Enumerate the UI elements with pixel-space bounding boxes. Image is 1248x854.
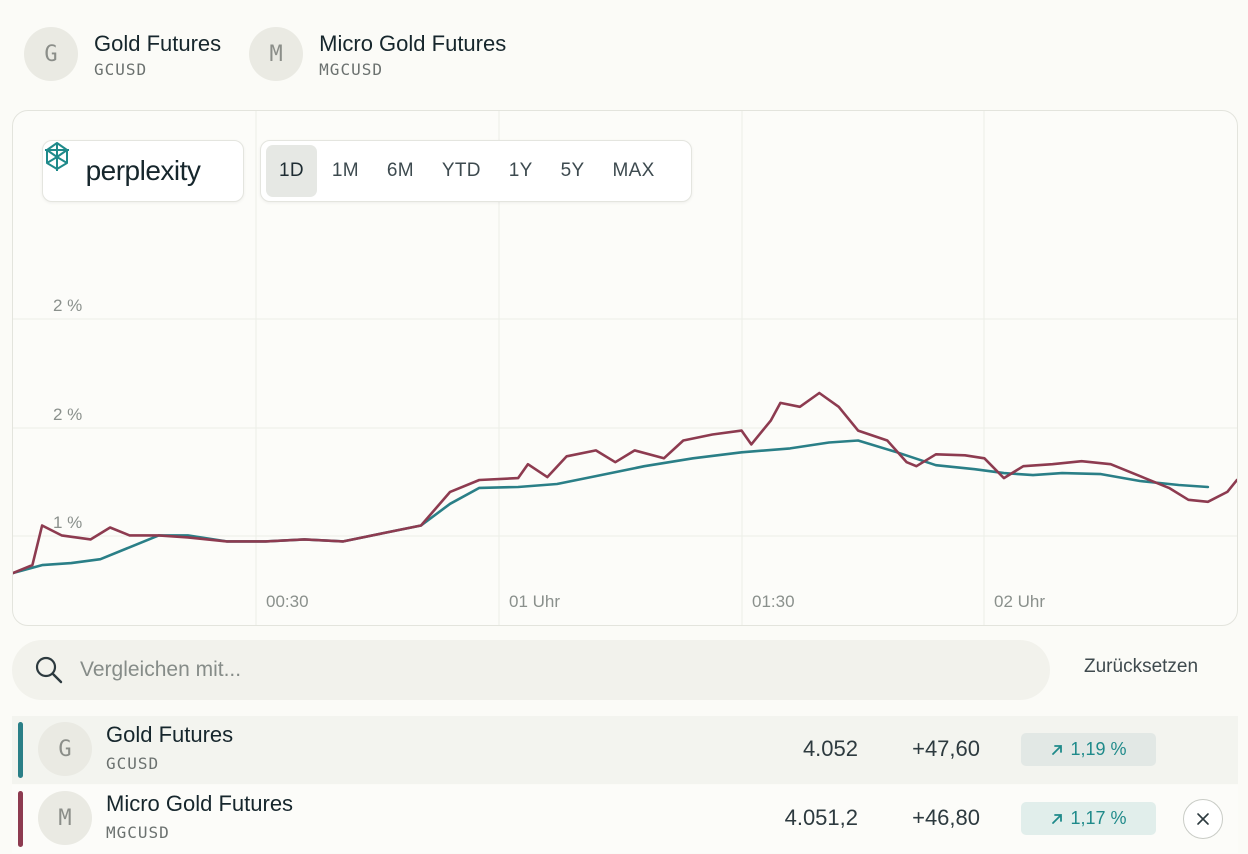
avatar: G (24, 27, 78, 81)
instrument-name: Gold Futures (94, 30, 222, 56)
avatar: M (249, 27, 304, 81)
avatar: M (38, 791, 92, 845)
instrument-name: Gold Futures (106, 722, 234, 747)
percent-change-badge: 1,19 % (1021, 733, 1156, 766)
reset-button[interactable]: Zurücksetzen (1084, 656, 1199, 677)
range-button-1y[interactable]: 1Y (508, 160, 533, 181)
compare-search (12, 640, 1050, 700)
chart-card: 2 % 2 % 1 % 00:30 01 Uhr 01:30 02 Uhr perplexi… (12, 110, 1238, 626)
change-value: +46,80 (912, 805, 980, 830)
arrow-up-right-icon (1052, 744, 1063, 755)
range-button-max[interactable]: MAX (612, 160, 655, 181)
instrument-symbol: MGCUSD (106, 823, 170, 842)
perplexity-logo-icon (45, 142, 69, 171)
arrow-up-right-icon (1052, 813, 1063, 824)
perplexity-logo: perplexity (42, 140, 244, 202)
series-line (13, 391, 1237, 575)
price-chart[interactable]: 2 % 2 % 1 % 00:30 01 Uhr 01:30 02 Uhr (13, 111, 1238, 626)
range-button-5y[interactable]: 5Y (560, 160, 585, 181)
x-tick-label: 01:30 (752, 592, 795, 611)
price-value: 4.051,2 (784, 805, 858, 830)
y-tick-label: 2 % (53, 296, 82, 315)
range-button-1d[interactable]: 1D (266, 145, 317, 197)
table-row[interactable]: G Gold Futures GCUSD 4.052 +47,60 1,19 % (12, 716, 1238, 784)
instrument-symbol: GCUSD (106, 754, 160, 773)
instrument-header: G Gold Futures GCUSD M Micro Gold Future… (24, 26, 506, 82)
close-icon (1197, 813, 1209, 825)
series-color-indicator (18, 722, 23, 778)
percent-change-text: 1,19 % (1070, 739, 1127, 759)
logo-text: perplexity (85, 155, 201, 186)
range-button-6m[interactable]: 6M (386, 160, 414, 181)
percent-change-text: 1,17 % (1070, 808, 1127, 828)
instrument-name: Micro Gold Futures (319, 30, 507, 56)
change-value: +47,60 (912, 736, 980, 761)
remove-comparison-button[interactable] (1183, 799, 1223, 839)
percent-change-badge: 1,17 % (1021, 802, 1156, 835)
table-row[interactable]: M Micro Gold Futures MGCUSD 4.051,2 +46,… (12, 785, 1238, 853)
range-button-1m[interactable]: 1M (331, 160, 359, 181)
x-tick-label: 02 Uhr (994, 592, 1045, 611)
search-icon (35, 656, 63, 684)
instrument-symbol: MGCUSD (319, 59, 383, 79)
price-value: 4.052 (802, 736, 858, 761)
header-instrument-gold[interactable]: G Gold Futures GCUSD (24, 26, 221, 82)
avatar: G (38, 722, 92, 776)
series-color-indicator (18, 791, 23, 847)
x-tick-label: 01 Uhr (509, 592, 560, 611)
y-tick-label: 2 % (53, 405, 82, 424)
instrument-name: Micro Gold Futures (106, 791, 294, 816)
instrument-symbol: GCUSD (94, 59, 148, 79)
range-button-ytd[interactable]: YTD (441, 160, 481, 181)
compare-search-input[interactable] (80, 658, 980, 682)
header-instrument-micro-gold[interactable]: M Micro Gold Futures MGCUSD (249, 26, 506, 82)
y-tick-label: 1 % (53, 513, 82, 532)
x-tick-label: 00:30 (266, 592, 309, 611)
range-selector: 1D 1M 6M YTD 1Y 5Y MAX (260, 140, 692, 202)
